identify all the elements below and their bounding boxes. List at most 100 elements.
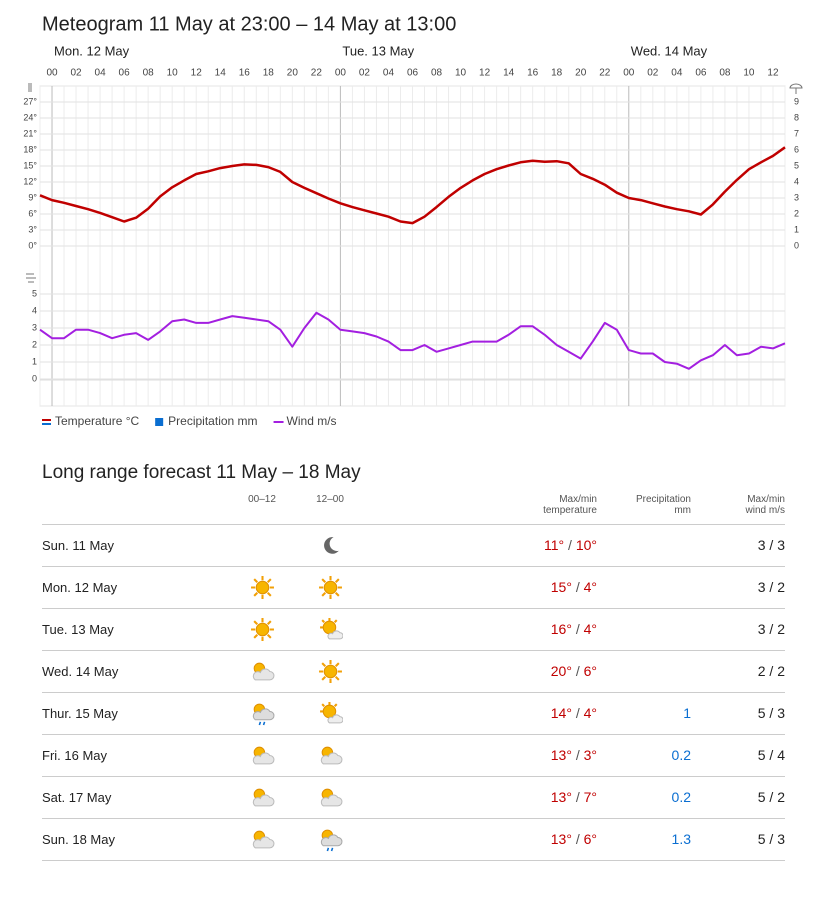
forecast-row: Sun. 18 May 13° / 6° 1.3 5 / 3: [42, 819, 785, 861]
header-wind: Max/min wind m/s: [745, 494, 785, 516]
separator: /: [571, 789, 584, 805]
weather-icon: [318, 827, 343, 852]
separator: /: [571, 663, 584, 679]
legend-label: Precipitation mm: [168, 414, 257, 428]
wind: 5 / 3: [757, 705, 785, 721]
y-tick-label: 6°: [28, 208, 37, 218]
weather-icon: [318, 785, 343, 810]
separator: /: [571, 747, 584, 763]
wind: 2 / 2: [757, 663, 785, 679]
weather-icon: [250, 743, 275, 768]
min-temperature: 6°: [583, 831, 597, 847]
hour-label: 10: [167, 68, 179, 79]
y2-tick-label: 6: [794, 144, 799, 154]
table-header: 00–12 12–00 Max/min temperature Precipit…: [42, 488, 785, 525]
wind-tick-label: 5: [32, 288, 37, 298]
y2-tick-label: 5: [794, 160, 799, 170]
wind-tick-label: 2: [32, 339, 37, 349]
y-tick-label: 24°: [23, 112, 37, 122]
weather-icon: [318, 701, 343, 726]
temperature: 15° / 4°: [551, 567, 597, 608]
hour-label: 20: [575, 68, 587, 79]
hour-label: 22: [599, 68, 611, 79]
weather-icon: [250, 617, 275, 642]
max-temperature: 13°: [550, 747, 572, 763]
precipitation: 0.2: [671, 789, 691, 805]
separator: /: [571, 831, 584, 847]
precipitation: 1.3: [671, 831, 691, 847]
hour-label: 04: [95, 68, 107, 79]
day-label: Sun. 11 May: [42, 538, 115, 553]
hour-label: 14: [503, 68, 515, 79]
hour-label: 10: [743, 68, 755, 79]
forecast-row: Mon. 12 May 15° / 4° 3 / 2: [42, 567, 785, 609]
long-range-forecast: Long range forecast 11 May – 18 May 00–1…: [42, 458, 785, 861]
wind: 3 / 3: [757, 537, 785, 553]
legend-item: Wind m/s: [273, 414, 337, 428]
forecast-row: Wed. 14 May 20° / 6° 2 / 2: [42, 651, 785, 693]
weather-icon: [250, 785, 275, 810]
precipitation: 0.2: [671, 747, 691, 763]
temperature-line: [39, 146, 786, 225]
separator: /: [571, 579, 584, 595]
hour-label: 04: [671, 68, 683, 79]
min-temperature: 3°: [583, 747, 597, 763]
hour-label: 06: [695, 68, 707, 79]
hour-label: 14: [215, 68, 227, 79]
wind-tick-label: 4: [32, 305, 37, 315]
legend-swatch: [155, 418, 164, 426]
y2-tick-label: 1: [794, 224, 799, 234]
min-temperature: 10°: [575, 537, 597, 553]
hour-label: 16: [239, 68, 251, 79]
hour-label: 18: [263, 68, 275, 79]
y-tick-label: 3°: [28, 224, 37, 234]
temperature: 13° / 3°: [551, 735, 597, 776]
day-label: Thur. 15 May: [42, 706, 118, 721]
separator: /: [564, 537, 576, 553]
hour-label: 20: [287, 68, 299, 79]
max-temperature: 15°: [550, 579, 572, 595]
weather-icon: [250, 701, 275, 726]
y2-tick-label: 2: [794, 208, 799, 218]
hour-label: 08: [431, 68, 443, 79]
forecast-row: Sat. 17 May 13° / 7° 0.2 5 / 2: [42, 777, 785, 819]
separator: /: [571, 705, 584, 721]
max-temperature: 13°: [550, 789, 572, 805]
day-label: Wed. 14 May: [42, 664, 119, 679]
y2-tick-label: 7: [794, 128, 799, 138]
legend-label: Wind m/s: [287, 414, 337, 428]
temperature: 13° / 7°: [551, 777, 597, 818]
day-label: Sat. 17 May: [42, 790, 112, 805]
meteogram-title: Meteogram 11 May at 23:00 – 14 May at 13…: [42, 13, 456, 35]
weather-icon: [250, 659, 275, 684]
hour-label: 02: [647, 68, 659, 79]
hour-label: 02: [359, 68, 371, 79]
legend-item: Temperature °C: [42, 414, 139, 428]
y-tick-label: 9°: [28, 192, 37, 202]
hour-label: 04: [383, 68, 395, 79]
min-temperature: 4°: [583, 705, 597, 721]
weather-icon: [318, 533, 343, 558]
header-period: 12–00: [316, 494, 344, 505]
y-tick-label: 18°: [23, 144, 37, 154]
header-period: 00–12: [248, 494, 276, 505]
day-label: Mon. 12 May: [42, 580, 118, 595]
wind-tick-label: 0: [32, 373, 37, 383]
day-label: Fri. 16 May: [42, 748, 108, 763]
separator: /: [571, 621, 584, 637]
max-temperature: 20°: [550, 663, 572, 679]
forecast-row: Fri. 16 May 13° / 3° 0.2 5 / 4: [42, 735, 785, 777]
y-tick-label: 27°: [23, 96, 37, 106]
weather-icon: [318, 617, 343, 642]
max-temperature: 13°: [550, 831, 572, 847]
min-temperature: 4°: [583, 621, 597, 637]
day-label: Mon. 12 May: [54, 43, 130, 58]
legend-label: Temperature °C: [55, 414, 139, 428]
forecast-row: Tue. 13 May 16° / 4° 3 / 2: [42, 609, 785, 651]
y-tick-label: 21°: [23, 128, 37, 138]
hour-label: 02: [70, 68, 82, 79]
weather-icon: [318, 659, 343, 684]
wind: 5 / 3: [757, 831, 785, 847]
y2-tick-label: 4: [794, 176, 799, 186]
wind: 5 / 4: [757, 747, 785, 763]
